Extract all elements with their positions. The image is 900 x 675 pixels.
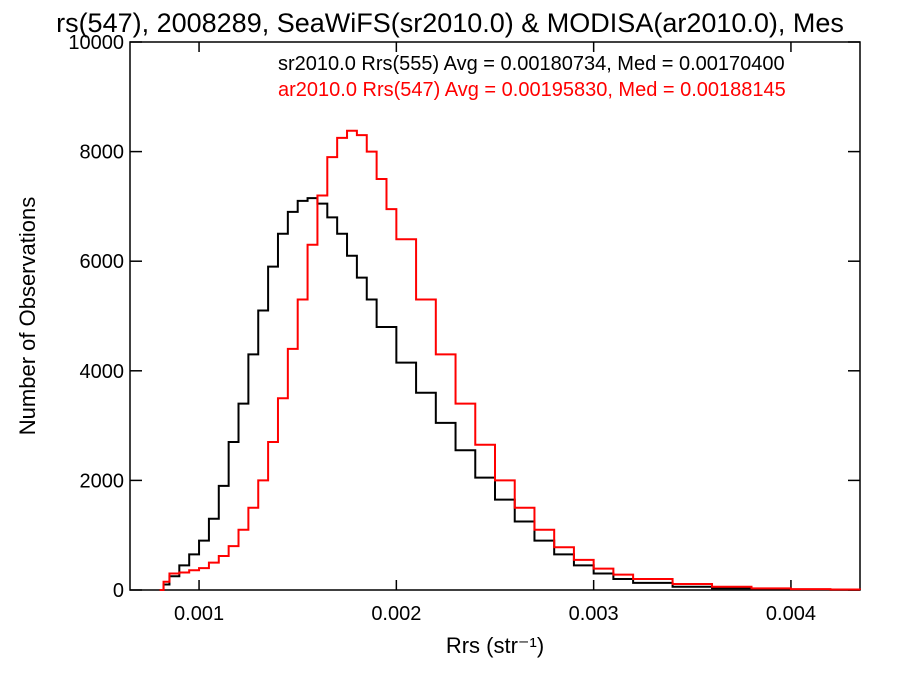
legend-entry-2: ar2010.0 Rrs(547) Avg = 0.00195830, Med … [278, 79, 786, 101]
y-axis-ticks: 0 2000 4000 6000 8000 10000 [68, 32, 860, 602]
x-axis-label: Rrs (str⁻¹) [446, 633, 544, 658]
plot-frame [129, 41, 861, 591]
chart-title: rs(547), 2008289, SeaWiFS(sr2010.0) & MO… [56, 8, 844, 38]
y-axis-label: Number of Observations [15, 197, 40, 435]
y-tick-label: 6000 [80, 251, 125, 273]
x-tick-label: 0.002 [371, 603, 421, 625]
series-line-1 [159, 197, 861, 591]
legend: sr2010.0 Rrs(555) Avg = 0.00180734, Med … [278, 53, 786, 101]
x-tick-label: 0.003 [569, 603, 619, 625]
series-line-2 [159, 129, 861, 591]
y-tick-label: 8000 [80, 142, 125, 164]
y-tick-label: 4000 [80, 361, 125, 383]
x-tick-label: 0.001 [174, 603, 224, 625]
y-tick-label: 10000 [68, 32, 124, 54]
x-tick-label: 0.004 [766, 603, 816, 625]
legend-entry-1: sr2010.0 Rrs(555) Avg = 0.00180734, Med … [278, 53, 785, 75]
y-tick-label: 2000 [80, 470, 125, 492]
histogram-series [159, 129, 861, 591]
x-axis-ticks: 0.001 0.002 0.003 0.004 [174, 42, 816, 625]
y-tick-label: 0 [113, 580, 124, 602]
